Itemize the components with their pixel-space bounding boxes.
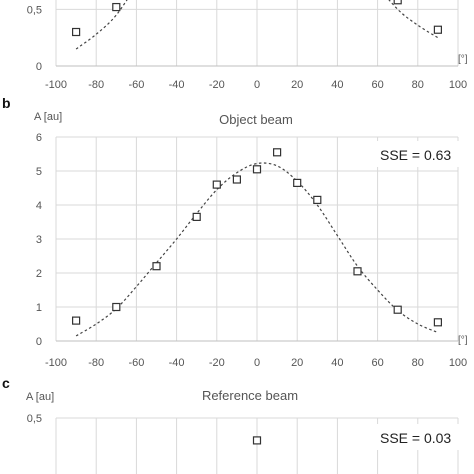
data-point: [252, 436, 262, 445]
x-tick-label: 80: [412, 79, 424, 91]
x-tick-label: -60: [128, 357, 144, 369]
y-tick-label: 1: [36, 302, 42, 314]
data-point: [71, 316, 81, 325]
data-point: [393, 0, 402, 5]
sse-label-c: SSE = 0.03: [380, 430, 451, 446]
y-axis-label-b: A [au]: [34, 111, 62, 123]
data-point: [71, 27, 81, 37]
x-tick-label: 100: [449, 79, 467, 91]
panel-a: 00,5 -100 -80 -60 -40 -20 0 20 40 60 80 100 [°]: [27, 0, 468, 91]
grid-a: [55, 0, 459, 67]
chart-title-b: Object beam: [219, 112, 293, 127]
x-tick-label: -100: [45, 357, 67, 369]
x-tick-label: -20: [209, 79, 225, 91]
data-point: [433, 25, 442, 34]
data-point: [252, 165, 262, 174]
data-point: [433, 318, 442, 327]
data-points-b: [71, 148, 442, 327]
x-tick-label: 0: [254, 357, 260, 369]
data-point: [152, 262, 161, 271]
y-tick-label: 0: [36, 336, 42, 348]
y-tick-label: 2: [36, 268, 42, 280]
x-unit-b: [°]: [458, 335, 468, 346]
x-tick-label: -80: [88, 79, 104, 91]
x-tick-label: 40: [331, 357, 343, 369]
x-tick-label: -40: [169, 357, 185, 369]
x-tick-label: 20: [291, 357, 303, 369]
sse-label-b: SSE = 0.63: [380, 147, 451, 163]
y-tick-label: 0,5: [27, 413, 42, 425]
x-tick-label: 60: [371, 357, 383, 369]
y-tick-label: 5: [36, 166, 42, 178]
y-tick-labels-a: 00,5: [27, 4, 42, 73]
y-tick-label: 4: [36, 200, 42, 212]
y-tick-label: 3: [36, 234, 42, 246]
panel-letter-b: b: [2, 95, 11, 111]
x-tick-labels-b: -100 -80 -60 -40 -20 0 20 40 60 80 100: [45, 357, 467, 369]
data-point: [212, 180, 221, 189]
chart-title-c: Reference beam: [202, 388, 298, 403]
data-point: [353, 267, 362, 276]
data-points-a: [71, 0, 442, 37]
data-point: [112, 2, 121, 12]
data-point: [313, 195, 322, 204]
data-point: [192, 212, 201, 221]
x-tick-label: 20: [291, 79, 303, 91]
data-points-c: [252, 436, 262, 445]
x-tick-label: -80: [88, 357, 104, 369]
x-unit-a: [°]: [458, 54, 468, 65]
x-tick-labels-a: -100 -80 -60 -40 -20 0 20 40 60 80 100: [45, 79, 467, 91]
x-tick-label: 100: [449, 357, 467, 369]
panel-c: c A [au] Reference beam 0,5 SSE = 0.03: [2, 375, 460, 474]
y-tick-label: 0,5: [27, 4, 42, 16]
x-tick-label: -20: [209, 357, 225, 369]
y-tick-label: 6: [36, 132, 42, 144]
x-tick-label: -100: [45, 79, 67, 91]
y-axis-label-c: A [au]: [26, 391, 54, 403]
x-tick-label: 80: [412, 357, 424, 369]
data-point: [232, 175, 241, 184]
x-tick-label: -40: [169, 79, 185, 91]
data-point: [293, 178, 302, 187]
sse-box-b: [370, 141, 460, 167]
x-tick-label: 60: [371, 79, 383, 91]
y-tick-labels-b: 0 1 2 3 4 5 6: [36, 132, 42, 348]
panel-letter-c: c: [2, 375, 10, 391]
sse-box-c: [370, 424, 460, 450]
data-point: [273, 148, 282, 157]
y-tick-labels-c: 0,5: [27, 413, 42, 425]
data-point: [393, 305, 402, 314]
x-tick-label: -60: [128, 79, 144, 91]
x-tick-label: 0: [254, 79, 260, 91]
y-tick-label: 0: [36, 61, 42, 73]
x-tick-label: 40: [331, 79, 343, 91]
data-point: [112, 302, 121, 312]
